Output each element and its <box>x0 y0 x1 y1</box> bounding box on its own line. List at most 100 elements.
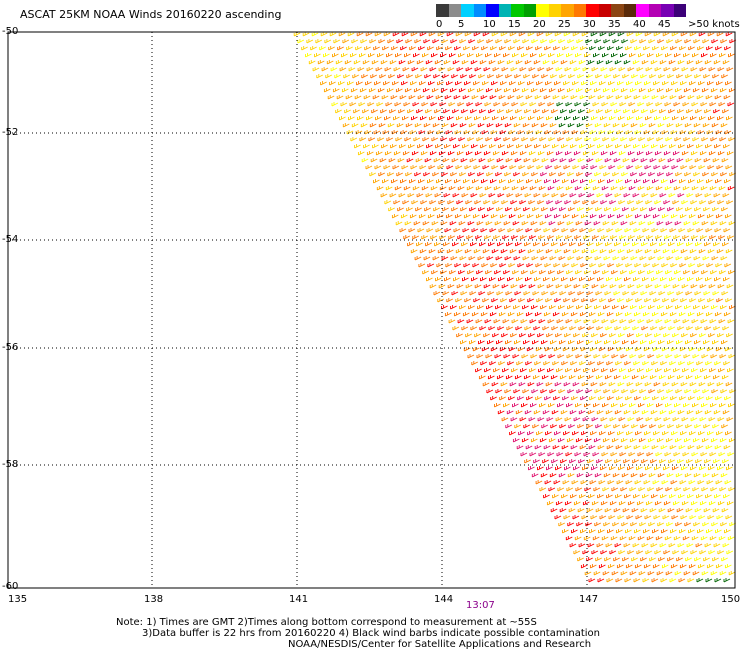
wind-barb <box>611 438 619 443</box>
wind-barb <box>660 95 668 100</box>
wind-barb <box>690 200 698 205</box>
wind-barb <box>482 298 490 303</box>
wind-barb <box>463 263 471 268</box>
wind-barb <box>712 74 720 79</box>
wind-barb <box>626 81 633 86</box>
wind-barb <box>693 522 701 527</box>
wind-barb <box>522 39 530 44</box>
wind-barb <box>407 60 415 65</box>
wind-barb <box>331 102 339 107</box>
wind-barb <box>563 165 571 170</box>
wind-barb <box>490 396 497 401</box>
wind-barb <box>449 137 457 142</box>
wind-barb <box>585 256 593 261</box>
wind-barb <box>633 228 641 233</box>
wind-barb <box>652 46 659 51</box>
wind-barb <box>429 284 437 289</box>
wind-barb <box>655 102 663 107</box>
wind-barb <box>707 382 715 387</box>
wind-barb <box>414 172 422 177</box>
wind-barb <box>582 466 589 471</box>
wind-barb <box>342 39 350 44</box>
wind-barb <box>628 452 636 457</box>
wind-barb <box>506 60 514 65</box>
wind-barb <box>536 382 544 387</box>
wind-barb <box>469 291 477 296</box>
wind-barb <box>625 214 633 219</box>
wind-barb <box>597 361 605 366</box>
wind-barb <box>627 333 634 338</box>
wind-barb <box>420 200 428 205</box>
wind-barb <box>669 445 677 450</box>
wind-barb <box>380 193 388 198</box>
wind-barb <box>698 382 706 387</box>
wind-barb <box>536 298 544 303</box>
wind-barb <box>465 67 473 72</box>
wind-barb <box>494 137 502 142</box>
colorbar-label: 30 <box>583 19 596 30</box>
wind-barb <box>405 39 413 44</box>
wind-barb <box>547 452 555 457</box>
wind-barb <box>525 228 533 233</box>
wind-barb <box>548 137 556 142</box>
wind-barb <box>510 284 518 289</box>
wind-barb <box>722 242 729 247</box>
wind-barb <box>599 298 607 303</box>
wind-barb <box>604 291 612 296</box>
wind-barb <box>654 550 662 555</box>
wind-barb <box>725 249 733 254</box>
wind-barb <box>692 487 700 492</box>
wind-barb <box>462 228 470 233</box>
wind-barb <box>490 46 497 51</box>
wind-barb <box>423 172 431 177</box>
wind-barb <box>399 228 407 233</box>
wind-barb <box>348 67 356 72</box>
wind-barb <box>655 368 662 373</box>
wind-barb <box>514 158 522 163</box>
wind-barb <box>652 347 660 352</box>
wind-barb <box>648 389 656 394</box>
wind-barb <box>675 39 683 44</box>
wind-barb <box>692 403 699 408</box>
wind-barb <box>577 74 585 79</box>
wind-barb <box>560 193 568 198</box>
wind-barb <box>528 67 536 72</box>
wind-barb <box>548 88 556 93</box>
wind-barb <box>606 445 614 450</box>
wind-barb <box>570 312 578 317</box>
wind-barb <box>647 354 655 359</box>
wind-barb <box>633 277 640 282</box>
wind-barb <box>515 242 522 247</box>
wind-barb <box>659 242 666 247</box>
colorbar-segment <box>511 4 524 17</box>
wind-barb <box>409 214 417 219</box>
wind-barb <box>626 32 634 37</box>
wind-barb <box>398 60 406 65</box>
wind-barb <box>654 116 661 121</box>
wind-barb <box>533 242 540 247</box>
wind-barb <box>427 46 434 51</box>
wind-barb <box>339 116 346 121</box>
wind-barb <box>384 151 392 156</box>
wind-barb <box>473 249 481 254</box>
wind-barb <box>678 144 685 149</box>
wind-barb <box>539 487 547 492</box>
wind-barb <box>363 144 370 149</box>
wind-barb <box>602 88 610 93</box>
wind-barb <box>438 151 446 156</box>
wind-barb <box>647 438 655 443</box>
longitude-label: 147 <box>579 594 599 605</box>
wind-barb <box>728 221 736 226</box>
wind-barb <box>670 564 678 569</box>
wind-barb <box>593 88 601 93</box>
wind-barb <box>382 179 389 184</box>
wind-barb <box>696 578 704 583</box>
wind-barb <box>620 53 627 58</box>
wind-barb <box>717 284 725 289</box>
wind-barb <box>582 333 589 338</box>
wind-barb <box>637 452 645 457</box>
wind-barb <box>434 193 442 198</box>
wind-barb <box>619 452 627 457</box>
wind-barb <box>680 81 687 86</box>
